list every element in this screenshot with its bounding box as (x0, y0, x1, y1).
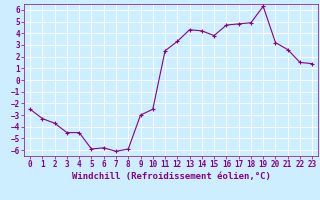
X-axis label: Windchill (Refroidissement éolien,°C): Windchill (Refroidissement éolien,°C) (72, 172, 271, 181)
